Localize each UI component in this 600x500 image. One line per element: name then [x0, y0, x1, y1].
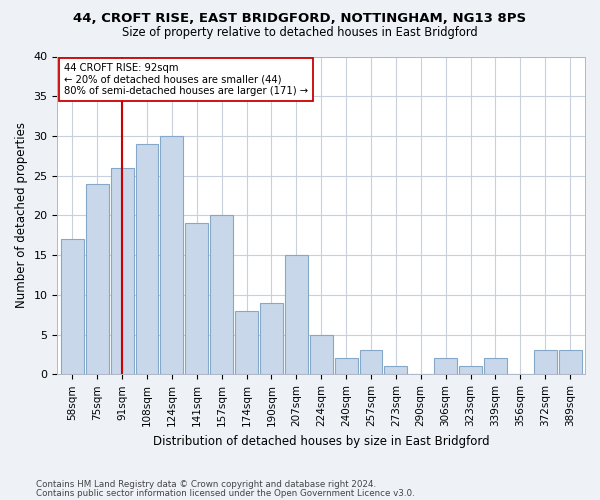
Text: Contains public sector information licensed under the Open Government Licence v3: Contains public sector information licen…	[36, 489, 415, 498]
Bar	[385, 366, 407, 374]
Bar	[559, 350, 581, 374]
Bar	[484, 358, 507, 374]
Bar	[110, 168, 134, 374]
Bar	[335, 358, 358, 374]
X-axis label: Distribution of detached houses by size in East Bridgford: Distribution of detached houses by size …	[153, 434, 490, 448]
Text: Contains HM Land Registry data © Crown copyright and database right 2024.: Contains HM Land Registry data © Crown c…	[36, 480, 376, 489]
Bar	[285, 255, 308, 374]
Bar	[136, 144, 158, 374]
Bar	[310, 334, 332, 374]
Bar	[459, 366, 482, 374]
Text: 44 CROFT RISE: 92sqm
← 20% of detached houses are smaller (44)
80% of semi-detac: 44 CROFT RISE: 92sqm ← 20% of detached h…	[64, 63, 308, 96]
Bar	[359, 350, 382, 374]
Text: 44, CROFT RISE, EAST BRIDGFORD, NOTTINGHAM, NG13 8PS: 44, CROFT RISE, EAST BRIDGFORD, NOTTINGH…	[73, 12, 527, 26]
Bar	[260, 303, 283, 374]
Text: Size of property relative to detached houses in East Bridgford: Size of property relative to detached ho…	[122, 26, 478, 39]
Bar	[86, 184, 109, 374]
Bar	[160, 136, 184, 374]
Y-axis label: Number of detached properties: Number of detached properties	[15, 122, 28, 308]
Bar	[185, 224, 208, 374]
Bar	[61, 239, 84, 374]
Bar	[534, 350, 557, 374]
Bar	[210, 216, 233, 374]
Bar	[235, 311, 258, 374]
Bar	[434, 358, 457, 374]
